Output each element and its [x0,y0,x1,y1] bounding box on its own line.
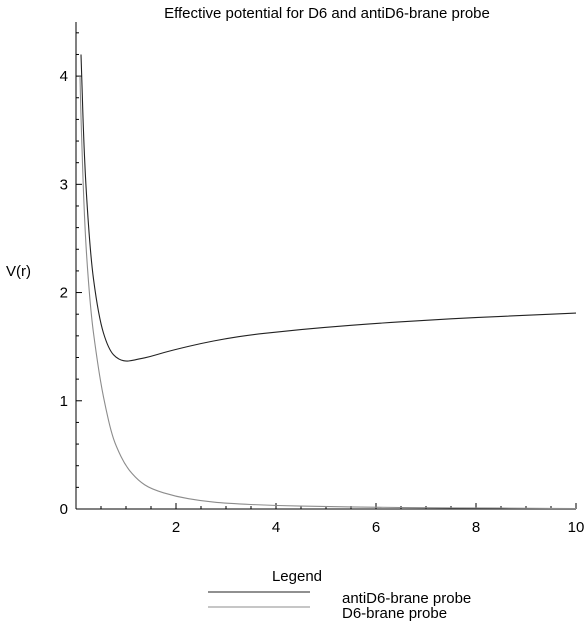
legend-entry-label: D6-brane probe [342,605,447,621]
x-tick-label: 10 [568,519,585,536]
y-tick-label: 4 [60,68,68,85]
y-tick-label: 3 [60,176,68,193]
y-axis-label: V(r) [6,263,31,280]
x-tick-label: 2 [172,519,180,536]
chart-title: Effective potential for D6 and antiD6-br… [164,5,490,22]
x-tick-label: 8 [472,519,480,536]
legend-entry-label: antiD6-brane probe [342,590,471,607]
y-tick-label: 2 [60,285,68,302]
legend-title: Legend [272,568,322,585]
y-tick-label: 1 [60,393,68,410]
series-line-d6-brane-probe [79,76,577,510]
plot-area: 2 4 6 8 10 0 1 2 3 4 [60,22,585,536]
y-tick-label: 0 [60,501,68,518]
x-tick-label: 4 [272,519,280,536]
x-tick-label: 6 [372,519,380,536]
series-line-antid6-brane-probe [80,54,577,362]
